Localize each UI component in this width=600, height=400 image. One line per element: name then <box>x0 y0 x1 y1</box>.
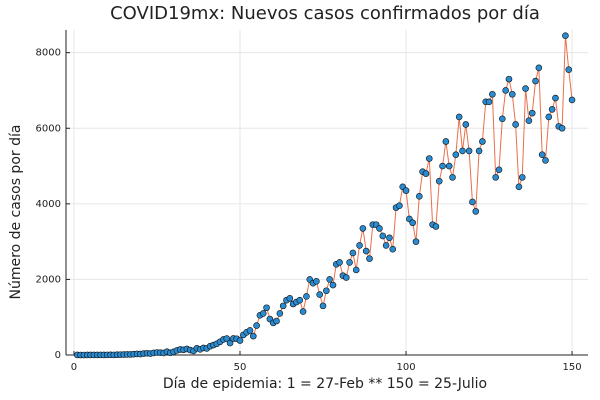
data-point <box>548 106 556 113</box>
data-point <box>455 113 463 121</box>
data-point <box>323 287 330 295</box>
data-point <box>316 291 323 298</box>
x-tick-label: 0 <box>71 362 77 373</box>
data-point <box>432 223 440 230</box>
data-point <box>422 170 430 177</box>
y-tick-label: 2000 <box>36 274 61 285</box>
data-point <box>402 187 410 194</box>
data-point <box>352 266 360 274</box>
data-point <box>356 242 363 249</box>
data-point <box>558 124 566 132</box>
data-point <box>376 225 383 232</box>
data-point <box>362 247 370 255</box>
y-tick-label: 0 <box>55 350 61 361</box>
data-point <box>349 249 357 257</box>
data-point <box>568 96 576 104</box>
data-point <box>562 32 569 39</box>
data-point <box>522 85 529 92</box>
data-point <box>449 174 456 181</box>
data-point <box>366 255 373 262</box>
x-tick-label: 150 <box>563 362 582 373</box>
data-point <box>542 157 549 164</box>
data-point <box>508 90 516 98</box>
data-point <box>416 192 423 200</box>
chart-title: COVID19mx: Nuevos casos confirmados por … <box>110 3 540 24</box>
y-tick-label: 6000 <box>36 123 61 134</box>
data-point <box>389 245 397 253</box>
data-point <box>249 332 257 340</box>
data-point <box>502 87 509 94</box>
data-point <box>489 90 496 98</box>
data-point <box>479 138 486 145</box>
data-point <box>528 109 536 117</box>
y-axis-label: Número de casos por día <box>8 125 24 300</box>
x-axis-label: Día de epidemia: 1 = 27-Feb ** 150 = 25-… <box>163 376 487 392</box>
data-point <box>382 242 390 249</box>
data-point <box>412 238 420 245</box>
data-point <box>319 302 327 310</box>
data-point <box>512 121 519 128</box>
data-point <box>409 219 416 227</box>
data-point <box>286 295 294 302</box>
data-point <box>499 115 506 123</box>
data-point <box>313 278 320 285</box>
data-point <box>336 259 343 266</box>
data-point <box>259 310 267 317</box>
data-point <box>462 121 470 128</box>
data-point <box>492 174 499 181</box>
data-point <box>452 151 460 159</box>
data-point <box>565 66 573 73</box>
data-point <box>459 147 466 155</box>
data-point <box>472 208 480 215</box>
data-point <box>299 308 307 315</box>
data-point <box>296 296 304 304</box>
data-point <box>329 281 337 289</box>
data-point <box>276 310 284 317</box>
data-point <box>396 202 403 210</box>
data-point <box>303 293 310 300</box>
data-point <box>532 77 539 85</box>
data-point <box>495 166 503 174</box>
data-point <box>226 339 234 347</box>
data-point <box>439 162 446 170</box>
data-point <box>442 138 450 145</box>
data-point <box>538 151 546 159</box>
data-point <box>545 113 553 121</box>
data-point <box>379 232 387 240</box>
data-point <box>435 177 443 185</box>
data-point <box>425 155 433 162</box>
data-point <box>505 75 513 83</box>
data-point <box>359 225 367 232</box>
data-point <box>273 317 280 325</box>
data-point <box>279 302 287 310</box>
data-point <box>223 335 231 342</box>
data-point <box>485 98 493 106</box>
data-point <box>263 304 270 312</box>
data-point <box>236 337 244 344</box>
x-tick-label: 100 <box>396 362 415 373</box>
data-point <box>518 174 526 181</box>
data-point <box>552 94 559 102</box>
data-point <box>386 234 393 242</box>
data-point <box>475 147 483 155</box>
data-point <box>445 162 453 170</box>
y-tick-label: 8000 <box>36 48 61 59</box>
data-point <box>469 198 476 206</box>
data-point <box>246 327 254 334</box>
data-point <box>253 322 260 329</box>
data-point <box>515 183 523 191</box>
data-point <box>326 276 333 283</box>
data-point <box>342 274 350 281</box>
y-tick-label: 4000 <box>36 199 61 210</box>
data-point <box>535 64 543 72</box>
data-point <box>465 147 473 155</box>
x-tick-label: 50 <box>234 362 247 373</box>
data-point <box>346 259 353 266</box>
data-point <box>525 117 533 124</box>
